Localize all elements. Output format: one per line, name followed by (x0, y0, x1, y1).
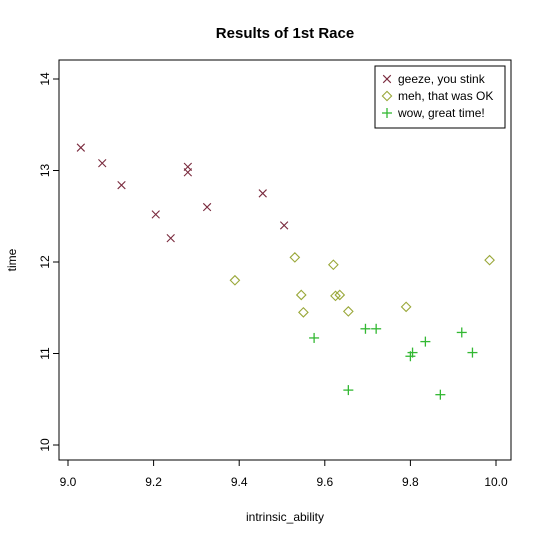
y-axis-label: time (5, 248, 19, 271)
data-point (456, 327, 467, 338)
data-point (309, 332, 320, 343)
legend: geeze, you stink meh, that was OK wow, gre… (374, 65, 506, 129)
y-axis: 10 11 12 13 14 (38, 72, 59, 452)
data-point (484, 254, 495, 266)
data-point (258, 189, 267, 198)
data-point (202, 202, 212, 212)
y-tick-label: 10 (38, 438, 52, 452)
legend-marker (382, 108, 392, 118)
y-tick-label: 12 (38, 255, 52, 269)
x-axis: 9.0 9.2 9.4 9.6 9.8 10.0 (60, 460, 508, 489)
legend-label: meh, that was OK (398, 89, 493, 103)
data-point (420, 336, 431, 347)
data-point (279, 221, 289, 230)
legend-marker (382, 74, 392, 84)
data-point (360, 323, 371, 334)
data-point (76, 143, 86, 152)
x-tick-label: 9.0 (60, 475, 77, 489)
data-point (371, 323, 382, 334)
y-tick-label: 14 (38, 72, 52, 86)
data-point (467, 347, 478, 358)
data-point (334, 289, 346, 301)
data-point (98, 158, 107, 168)
series-plus (309, 323, 478, 400)
data-point (400, 301, 412, 313)
legend-box (374, 65, 506, 129)
x-axis-label: intrinsic_ability (246, 510, 324, 524)
data-point (407, 347, 418, 358)
data-point (330, 290, 341, 302)
data-point (229, 274, 241, 286)
data-point (435, 389, 446, 400)
x-tick-label: 9.8 (402, 475, 419, 489)
data-point (298, 306, 309, 318)
y-tick-label: 11 (38, 347, 52, 360)
legend-label: wow, great time! (397, 106, 485, 120)
x-tick-label: 9.6 (316, 475, 333, 489)
x-tick-label: 9.2 (145, 475, 162, 489)
data-point (327, 259, 339, 271)
data-points (76, 143, 495, 400)
legend-label: geeze, you stink (398, 72, 486, 86)
data-point (342, 306, 354, 317)
x-tick-label: 10.0 (484, 475, 508, 489)
data-point (295, 289, 307, 301)
data-point (151, 210, 160, 219)
plot-area (58, 59, 512, 461)
data-point (166, 234, 175, 243)
data-point (117, 180, 126, 190)
series-x (76, 143, 289, 243)
data-point (289, 252, 301, 263)
x-tick-label: 9.4 (231, 475, 248, 489)
legend-marker (381, 90, 393, 102)
data-point (343, 385, 354, 396)
data-point (183, 168, 193, 177)
chart-title: Results of 1st Race (216, 25, 354, 42)
y-tick-label: 13 (38, 164, 52, 178)
series-diamond (229, 252, 495, 318)
